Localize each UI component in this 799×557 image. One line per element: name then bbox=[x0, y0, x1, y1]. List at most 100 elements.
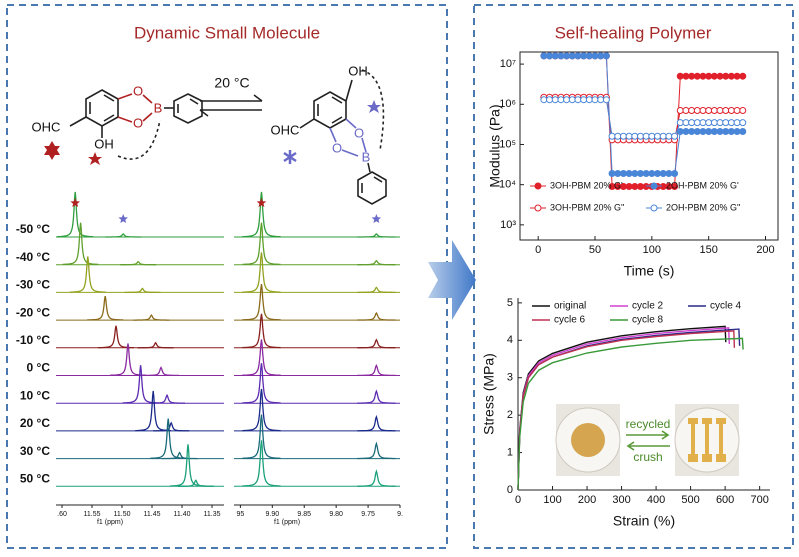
equilibrium-arrows bbox=[199, 94, 263, 117]
data-point bbox=[659, 169, 667, 177]
data-point bbox=[546, 52, 554, 60]
data-point bbox=[727, 107, 735, 115]
reactant-label: O bbox=[133, 115, 143, 130]
peak bbox=[133, 314, 170, 321]
data-point bbox=[574, 96, 582, 104]
y-tick-label: 10⁴ bbox=[499, 179, 516, 191]
peak bbox=[242, 414, 281, 459]
data-point bbox=[568, 96, 576, 104]
data-point bbox=[676, 128, 684, 136]
peak bbox=[62, 222, 99, 266]
peak bbox=[242, 339, 281, 376]
dogbone bbox=[716, 418, 726, 462]
dogbone bbox=[702, 418, 712, 462]
data-point bbox=[648, 169, 656, 177]
data-point bbox=[585, 96, 593, 104]
data-point bbox=[739, 72, 747, 80]
y-tick-label: 10⁷ bbox=[500, 58, 516, 70]
data-point bbox=[540, 96, 548, 104]
data-point bbox=[665, 132, 673, 140]
data-point bbox=[722, 119, 730, 127]
data-point bbox=[671, 169, 679, 177]
arrow-right bbox=[626, 430, 670, 440]
data-point bbox=[631, 169, 639, 177]
data-point bbox=[602, 96, 610, 104]
legend-label: 3OH-PBM 20% G'' bbox=[550, 202, 625, 212]
legend-label: 2OH-PBM 20% G'' bbox=[666, 202, 741, 212]
data-point bbox=[699, 128, 707, 136]
peak bbox=[120, 260, 157, 266]
data-point bbox=[654, 169, 662, 177]
star-marker bbox=[70, 198, 80, 207]
x-tick-label: 100 bbox=[543, 494, 561, 506]
star-marker bbox=[118, 214, 128, 223]
temperature-label: 20 °C bbox=[20, 416, 50, 430]
legend-marker bbox=[534, 182, 542, 190]
temperature-label: -50 °C bbox=[16, 222, 50, 236]
data-point bbox=[625, 183, 633, 191]
granules bbox=[571, 423, 605, 457]
x-tick-label: 9.85 bbox=[297, 511, 311, 518]
x-tick-label: 95 bbox=[236, 511, 244, 518]
data-point bbox=[693, 128, 701, 136]
y-tick-label: 10⁶ bbox=[499, 98, 516, 110]
y-tick-label: 10³ bbox=[500, 219, 516, 231]
peak bbox=[242, 440, 281, 487]
data-point bbox=[591, 52, 599, 60]
x-tick-label: 9. bbox=[397, 511, 403, 518]
data-point bbox=[682, 119, 690, 127]
legend-label: cycle 4 bbox=[710, 301, 742, 312]
data-point bbox=[682, 128, 690, 136]
data-point bbox=[682, 72, 690, 80]
data-point bbox=[705, 119, 713, 127]
x-tick-label: 400 bbox=[647, 494, 665, 506]
product-label: OH bbox=[348, 63, 368, 78]
legend-marker bbox=[650, 182, 658, 190]
x-tick-label: 50 bbox=[589, 244, 601, 256]
y-tick-label: 5 bbox=[507, 297, 513, 309]
data-point bbox=[665, 169, 673, 177]
product-label: O bbox=[332, 140, 342, 155]
peak bbox=[242, 191, 281, 238]
data-point bbox=[654, 132, 662, 140]
peak bbox=[357, 469, 396, 487]
data-point bbox=[716, 107, 724, 115]
y-tick-label: 10⁵ bbox=[499, 138, 516, 150]
data-point bbox=[705, 72, 713, 80]
data-point bbox=[710, 128, 718, 136]
peak bbox=[357, 338, 396, 349]
temperature-label: 50 °C bbox=[20, 471, 50, 485]
x-axis-label: f1 (ppm) bbox=[274, 519, 300, 526]
data-point bbox=[676, 72, 684, 80]
data-point bbox=[648, 132, 656, 140]
data-point bbox=[722, 107, 730, 115]
data-point bbox=[739, 128, 747, 136]
data-point bbox=[551, 52, 559, 60]
data-point bbox=[619, 169, 627, 177]
data-point bbox=[682, 107, 690, 115]
data-point bbox=[716, 128, 724, 136]
x-tick-label: 100 bbox=[643, 244, 661, 256]
legend-label: original bbox=[554, 301, 586, 312]
peak bbox=[242, 222, 281, 266]
y-tick-label: 0 bbox=[507, 484, 513, 496]
y-tick-label: 3 bbox=[507, 372, 513, 384]
product-label: O bbox=[354, 125, 364, 140]
x-tick-label: 11.35 bbox=[204, 511, 221, 518]
x-tick-label: 11.55 bbox=[84, 511, 101, 518]
data-point bbox=[733, 107, 741, 115]
peak bbox=[153, 421, 190, 432]
data-point bbox=[693, 107, 701, 115]
data-point bbox=[710, 119, 718, 127]
data-point bbox=[580, 96, 588, 104]
process-arrow bbox=[428, 240, 476, 320]
x-tick-label: 500 bbox=[681, 494, 699, 506]
x-tick-label: 150 bbox=[699, 244, 717, 256]
peak bbox=[137, 341, 174, 349]
x-tick-label: 9.90 bbox=[265, 511, 279, 518]
data-point bbox=[699, 119, 707, 127]
data-point bbox=[699, 72, 707, 80]
data-point bbox=[557, 52, 565, 60]
reactant-label: OHC bbox=[32, 119, 61, 134]
data-point bbox=[676, 119, 684, 127]
